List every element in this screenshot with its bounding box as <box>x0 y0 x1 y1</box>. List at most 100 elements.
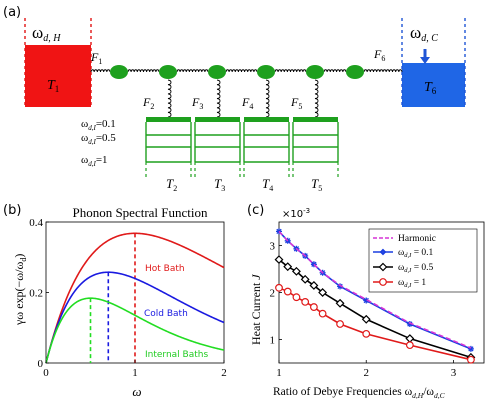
data-point <box>309 303 318 311</box>
data-point <box>283 287 292 296</box>
panel-c-ylabel: Heat Current J <box>249 274 263 345</box>
series-line-0 <box>278 230 472 349</box>
panel-b-plot: 0 1 2 0 0.2 0.4 <box>29 217 227 379</box>
data-point <box>301 298 310 306</box>
panel-c-label: (c) <box>247 203 264 218</box>
series-line-2 <box>278 258 472 359</box>
data-point <box>405 334 415 344</box>
panel-b-label: (b) <box>3 203 21 218</box>
x-tick-label: 2 <box>363 367 369 379</box>
legend-label-0.1: ωd,I = 0.1 <box>398 248 434 259</box>
data-point <box>318 309 327 318</box>
series-line-internal-baths <box>45 297 225 364</box>
y-tick-label: 0.4 <box>29 217 43 229</box>
data-point <box>467 355 475 364</box>
series-line-cold-bath <box>45 271 225 364</box>
data-point <box>292 293 301 302</box>
x-tick-label: 3 <box>451 367 457 379</box>
panel-b-xlabel: ω <box>132 384 141 399</box>
bath-top-bar <box>195 117 240 122</box>
panel-a: (a) ωd, H T1 ωd, C T6 <box>3 5 466 193</box>
internal-baths <box>145 117 339 178</box>
panel-a-label: (a) <box>3 5 21 20</box>
spring-label-f1: F1 <box>90 50 102 66</box>
spring-label-f5: F5 <box>290 95 302 111</box>
data-point <box>361 314 371 324</box>
legend-hot-bath: Hot Bath <box>145 264 185 274</box>
horizontal-spring <box>363 69 403 73</box>
panel-c-exponent: ×10-3 <box>282 207 310 220</box>
data-point <box>406 320 413 327</box>
panel-b: (b) Phonon Spectral Function 0 1 200.20.4 … <box>3 203 227 399</box>
legend-label-harmonic: Harmonic <box>398 234 436 244</box>
data-point <box>405 341 414 350</box>
data-point <box>467 345 474 352</box>
level-label-0.1: ωd,I=0.1 <box>81 118 116 132</box>
panel-c-xlabel: Ratio of Debye Frequencies ωd,H/ωd,C <box>273 386 446 400</box>
bath-top-bar <box>244 117 289 122</box>
level-label-0.5: ωd,I=0.5 <box>81 132 116 146</box>
spring-label-f2: F2 <box>142 95 154 111</box>
data-point <box>275 283 283 292</box>
horizontal-spring <box>127 69 160 73</box>
horizontal-spring <box>323 69 347 73</box>
data-point <box>363 297 370 304</box>
hot-bath-temp: T1 <box>47 78 59 94</box>
x-tick-label: 2 <box>221 367 227 379</box>
bath-temp-t3: T3 <box>214 176 225 193</box>
series-line-3 <box>278 287 472 361</box>
data-point <box>291 266 301 276</box>
panel-c-plot: 1 2 3 1 2 3 <box>270 228 476 379</box>
oscillator-mass <box>110 65 128 79</box>
horizontal-spring <box>274 69 307 73</box>
hot-bath-reservoir <box>25 45 91 107</box>
legend-label-0.5: ωd,I = 0.5 <box>398 263 434 274</box>
x-tick-label: 0 <box>43 367 49 379</box>
vertical-spring <box>167 79 172 118</box>
horizontal-spring <box>176 69 209 73</box>
down-arrow-icon <box>420 57 430 64</box>
bath-top-bar <box>146 117 191 122</box>
data-point <box>309 281 319 290</box>
legend-marker-star <box>379 248 387 256</box>
y-tick-label: 3 <box>270 241 276 253</box>
legend-marker-circle <box>379 278 387 286</box>
bath-temp-t2: T2 <box>166 176 177 193</box>
y-tick-label: 0 <box>38 358 44 370</box>
level-label-1: ωd,I=1 <box>81 154 108 168</box>
vertical-spring <box>265 79 270 118</box>
oscillator-mass <box>346 65 364 79</box>
panel-b-ylabel: γω exp(−ω/ωd) <box>12 254 28 326</box>
oscillator-chain <box>90 65 403 118</box>
bath-temp-t5: T5 <box>311 176 322 193</box>
oscillator-mass <box>159 65 177 79</box>
cold-bath: ωd, C T6 <box>401 18 466 107</box>
data-point <box>362 329 371 338</box>
x-tick-label: 1 <box>276 367 282 379</box>
oscillator-mass <box>306 65 324 79</box>
vertical-spring <box>216 79 221 118</box>
spring-label-f6: F6 <box>373 47 385 63</box>
y-tick-label: 1 <box>270 335 276 347</box>
vertical-spring <box>314 79 319 118</box>
panel-b-title: Phonon Spectral Function <box>72 205 208 220</box>
data-point <box>283 262 293 272</box>
panel-c-legend: Harmonic ωd,I = 0.1 ωd,I = 0.5 ωd,I = 1 <box>368 228 478 293</box>
cold-bath-temp: T6 <box>424 80 437 96</box>
y-tick-label: 0.2 <box>29 288 43 300</box>
legend-internal-baths: Internal Baths <box>145 350 208 360</box>
horizontal-spring <box>225 69 258 73</box>
oscillator-mass <box>257 65 275 79</box>
data-point <box>335 298 345 308</box>
oscillator-mass <box>208 65 226 79</box>
y-tick-label: 2 <box>270 288 276 300</box>
cold-bath-reservoir <box>402 63 465 107</box>
spring-label-f4: F4 <box>241 95 253 111</box>
x-tick-label: 1 <box>132 367 138 379</box>
spring-label-f3: F3 <box>191 95 203 111</box>
data-point <box>336 320 344 328</box>
legend-cold-bath: Cold Bath <box>144 309 188 319</box>
panel-c: (c) ×10-3 1 2 3 1 2 3 Heat Current J Ratio of… <box>247 203 485 400</box>
hot-bath-omega: ωd, H <box>32 23 61 44</box>
bath-temp-t4: T4 <box>262 176 273 193</box>
